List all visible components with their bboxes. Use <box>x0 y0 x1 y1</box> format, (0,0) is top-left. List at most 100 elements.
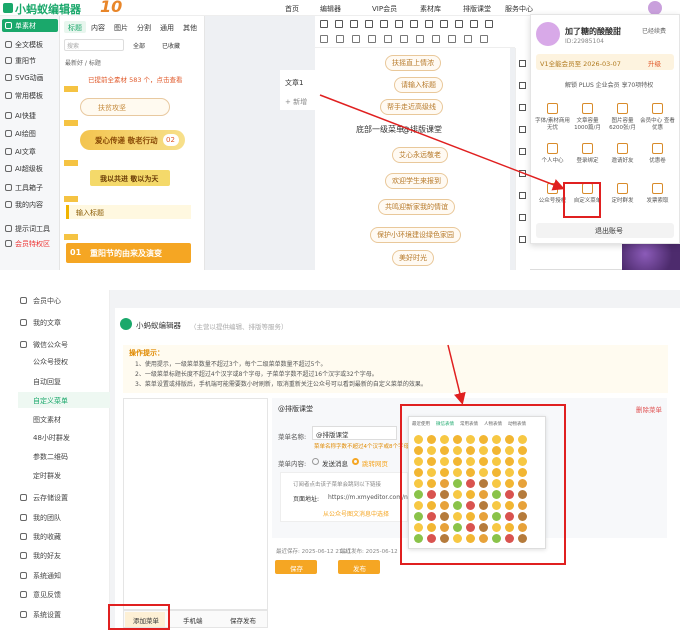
emoji[interactable] <box>518 446 527 455</box>
material-tab[interactable]: 标题 <box>68 24 82 32</box>
emoji-tab[interactable]: 动物表情 <box>508 422 526 427</box>
sidebar-item[interactable]: 工具箱子 <box>15 184 43 192</box>
grid-label[interactable]: 发票索取 <box>646 198 669 204</box>
emoji[interactable] <box>427 490 436 499</box>
logout[interactable]: 退出账号 <box>595 227 623 235</box>
radio-label[interactable]: 跳转网页 <box>362 460 388 468</box>
emoji[interactable] <box>427 457 436 466</box>
sidebar-item[interactable]: AI快捷 <box>15 112 36 120</box>
emoji[interactable] <box>505 534 514 543</box>
emoji[interactable] <box>518 435 527 444</box>
sidebar-item[interactable]: AI绘图 <box>15 130 36 138</box>
upgrade[interactable]: 升级 <box>648 60 661 68</box>
emoji[interactable] <box>518 468 527 477</box>
emoji[interactable] <box>505 512 514 521</box>
emoji[interactable] <box>414 457 423 466</box>
emoji[interactable] <box>414 479 423 488</box>
side-item[interactable]: 会员中心 <box>33 297 61 305</box>
emoji[interactable] <box>453 523 462 532</box>
emoji[interactable] <box>505 479 514 488</box>
nav-item[interactable]: 素材库 <box>420 5 441 13</box>
sidebar-item[interactable]: AI超级板 <box>15 165 43 173</box>
emoji-tab[interactable]: 人物表情 <box>484 422 502 427</box>
emoji[interactable] <box>414 490 423 499</box>
emoji[interactable] <box>466 501 475 510</box>
grid-label[interactable]: 文章容量 1000篇/月 <box>574 118 601 131</box>
emoji[interactable] <box>479 446 488 455</box>
filter[interactable]: 已收藏 <box>162 43 181 50</box>
sidebar-item[interactable]: SVG动画 <box>15 74 44 82</box>
emoji[interactable] <box>453 435 462 444</box>
emoji[interactable] <box>427 468 436 477</box>
emoji[interactable] <box>453 490 462 499</box>
grid-label[interactable]: 图片容量 6200张/月 <box>609 118 636 131</box>
emoji[interactable] <box>466 534 475 543</box>
doc-item[interactable]: + 新增 <box>285 98 308 106</box>
emoji[interactable] <box>492 501 501 510</box>
emoji[interactable] <box>466 479 475 488</box>
side-item[interactable]: 云存储设置 <box>33 494 68 502</box>
emoji[interactable] <box>518 457 527 466</box>
sidebar-item[interactable]: 全文模板 <box>15 41 43 49</box>
emoji[interactable] <box>479 523 488 532</box>
emoji[interactable] <box>466 435 475 444</box>
emoji[interactable] <box>427 446 436 455</box>
emoji[interactable] <box>492 457 501 466</box>
emoji[interactable] <box>440 501 449 510</box>
emoji[interactable] <box>466 490 475 499</box>
emoji[interactable] <box>453 446 462 455</box>
emoji[interactable] <box>505 490 514 499</box>
emoji[interactable] <box>479 479 488 488</box>
side-item[interactable]: 我的团队 <box>33 514 61 522</box>
emoji[interactable] <box>479 435 488 444</box>
side-item[interactable]: 我的好友 <box>33 552 61 560</box>
emoji[interactable] <box>466 446 475 455</box>
emoji[interactable] <box>427 523 436 532</box>
side-item[interactable]: 意见反馈 <box>33 591 61 599</box>
action-label[interactable]: 保存 <box>290 565 303 573</box>
side-item[interactable]: 参数二维码 <box>33 453 68 461</box>
emoji[interactable] <box>518 534 527 543</box>
emoji[interactable] <box>466 523 475 532</box>
nav-item[interactable]: 排版课堂 <box>463 5 491 13</box>
nav-item[interactable]: 编辑器 <box>320 5 341 13</box>
emoji[interactable] <box>479 512 488 521</box>
emoji[interactable] <box>440 490 449 499</box>
emoji[interactable] <box>466 457 475 466</box>
side-item[interactable]: 微信公众号 <box>33 341 68 349</box>
doc-item[interactable]: 文章1 <box>285 79 304 87</box>
emoji[interactable] <box>414 468 423 477</box>
emoji[interactable] <box>492 512 501 521</box>
emoji[interactable] <box>453 501 462 510</box>
emoji[interactable] <box>492 468 501 477</box>
grid-label[interactable]: 会员中心 查看优惠 <box>640 118 675 131</box>
emoji[interactable] <box>440 457 449 466</box>
filter[interactable]: 全部 <box>133 43 146 50</box>
emoji[interactable] <box>505 457 514 466</box>
material-tab[interactable]: 分割 <box>137 24 151 32</box>
material-tab[interactable]: 图片 <box>114 24 128 32</box>
grid-label[interactable]: 优惠卷 <box>649 158 666 164</box>
emoji[interactable] <box>518 490 527 499</box>
plus[interactable]: 解锁 PLUS 企业会员 享70项特权 <box>565 82 654 89</box>
emoji-tab[interactable]: 常用表情 <box>460 422 478 427</box>
emoji[interactable] <box>440 435 449 444</box>
emoji[interactable] <box>427 479 436 488</box>
emoji[interactable] <box>518 523 527 532</box>
emoji[interactable] <box>505 435 514 444</box>
emoji[interactable] <box>505 468 514 477</box>
grid-label[interactable]: 自定义菜单 <box>573 198 602 204</box>
delete[interactable]: 删除菜单 <box>636 406 662 414</box>
search[interactable]: 搜索 <box>67 43 80 50</box>
side-item[interactable]: 我的文章 <box>33 319 61 327</box>
emoji[interactable] <box>505 523 514 532</box>
emoji[interactable] <box>479 501 488 510</box>
phone-button[interactable]: 手机端 <box>183 617 203 625</box>
emoji[interactable] <box>440 534 449 543</box>
emoji[interactable] <box>466 512 475 521</box>
emoji[interactable] <box>518 512 527 521</box>
side-item[interactable]: 公众号授权 <box>33 358 68 366</box>
emoji[interactable] <box>440 512 449 521</box>
emoji[interactable] <box>492 534 501 543</box>
side-item[interactable]: 系统通知 <box>33 572 61 580</box>
